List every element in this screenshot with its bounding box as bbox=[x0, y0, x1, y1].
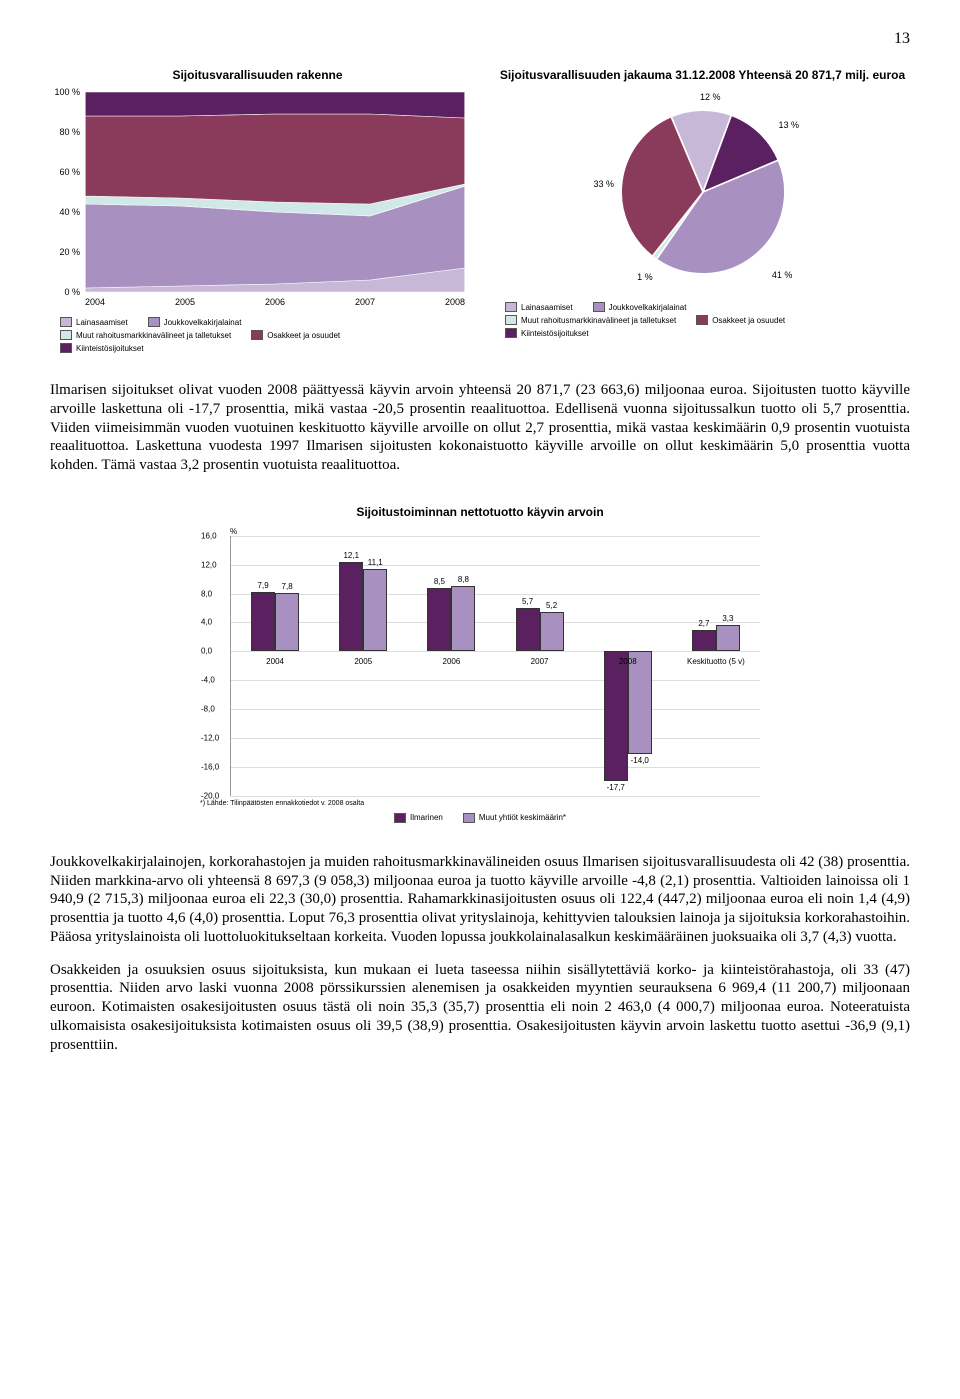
area-chart: Sijoitusvarallisuuden rakenne 100 % 80 % 6… bbox=[50, 68, 465, 356]
bar-value-label: -17,7 bbox=[607, 783, 625, 792]
bar: 2,7 bbox=[692, 630, 716, 652]
bar-value-label: 3,3 bbox=[722, 614, 733, 623]
bar-value-label: 7,9 bbox=[258, 581, 269, 590]
legend-item: Joukkovelkakirjalainat bbox=[148, 317, 242, 327]
legend-item: Kiinteistösijoitukset bbox=[505, 328, 589, 338]
bar: 12,1 bbox=[339, 562, 363, 651]
bar-y-label: -20,0 bbox=[201, 791, 219, 800]
bar: 7,8 bbox=[275, 593, 299, 651]
bar: 8,5 bbox=[427, 588, 451, 651]
legend-item: Osakkeet ja osuudet bbox=[696, 315, 785, 325]
bar-x-label: 2008 bbox=[593, 657, 663, 666]
y-axis-label: 40 % bbox=[59, 207, 80, 217]
bar-chart-note: *) Lähde: Tilinpäätösten ennakkotiedot v… bbox=[200, 800, 760, 807]
y-axis-label: 0 % bbox=[64, 287, 80, 297]
legend-item: Joukkovelkakirjalainat bbox=[593, 302, 687, 312]
y-axis-label: 100 % bbox=[54, 87, 80, 97]
bar-x-label: 2007 bbox=[505, 657, 575, 666]
pie-slice-label: 41 % bbox=[772, 270, 793, 280]
bar-x-label: 2006 bbox=[416, 657, 486, 666]
bar-y-label: -8,0 bbox=[201, 705, 215, 714]
x-axis-label: 2006 bbox=[265, 297, 285, 307]
paragraph-3: Osakkeiden ja osuuksien osuus sijoituksi… bbox=[50, 961, 910, 1055]
bar-value-label: 12,1 bbox=[343, 551, 359, 560]
bar-y-label: 0,0 bbox=[201, 647, 212, 656]
bar: -17,7 bbox=[604, 651, 628, 781]
paragraph-1: Ilmarisen sijoitukset olivat vuoden 2008… bbox=[50, 381, 910, 475]
bar-y-unit: % bbox=[230, 527, 760, 536]
bar-value-label: 11,1 bbox=[368, 558, 383, 567]
bar-x-label: 2005 bbox=[328, 657, 398, 666]
bar-value-label: 8,8 bbox=[458, 575, 469, 584]
bar-chart: Sijoitustoiminnan nettotuotto käyvin arv… bbox=[185, 495, 775, 833]
legend-item: Muut yhtiöt keskimäärin* bbox=[463, 813, 566, 823]
bar-value-label: 5,7 bbox=[522, 597, 533, 606]
bar: 11,1 bbox=[363, 569, 387, 651]
bar-y-label: -4,0 bbox=[201, 676, 215, 685]
pie-slice-label: 1 % bbox=[637, 272, 653, 282]
y-axis-label: 60 % bbox=[59, 167, 80, 177]
legend-item: Kiinteistösijoitukset bbox=[60, 343, 144, 353]
bar-y-label: -16,0 bbox=[201, 762, 219, 771]
legend-item: Lainasaamiset bbox=[60, 317, 128, 327]
pie-slice-label: 12 % bbox=[700, 92, 721, 102]
bar-value-label: 5,2 bbox=[546, 601, 557, 610]
x-axis-label: 2007 bbox=[355, 297, 375, 307]
legend-item: Lainasaamiset bbox=[505, 302, 573, 312]
x-axis-label: 2004 bbox=[85, 297, 105, 307]
bar-y-label: 8,0 bbox=[201, 589, 212, 598]
bar-chart-title: Sijoitustoiminnan nettotuotto käyvin arv… bbox=[200, 505, 760, 519]
bar-y-label: 4,0 bbox=[201, 618, 212, 627]
bar-y-label: -12,0 bbox=[201, 733, 219, 742]
bar: 5,7 bbox=[516, 608, 540, 651]
bar-y-label: 12,0 bbox=[201, 560, 217, 569]
bar-value-label: 7,8 bbox=[282, 582, 293, 591]
pie-chart: Sijoitusvarallisuuden jakauma 31.12.2008… bbox=[495, 68, 910, 356]
x-axis-label: 2008 bbox=[445, 297, 465, 307]
legend-item: Osakkeet ja osuudet bbox=[251, 330, 340, 340]
bar-value-label: -14,0 bbox=[631, 756, 649, 765]
x-axis-label: 2005 bbox=[175, 297, 195, 307]
paragraph-2: Joukkovelkakirjalainojen, korkorahastoje… bbox=[50, 853, 910, 947]
page-number: 13 bbox=[50, 30, 910, 48]
y-axis-label: 20 % bbox=[59, 247, 80, 257]
bar: -14,0 bbox=[628, 651, 652, 754]
bar: 5,2 bbox=[540, 612, 564, 652]
bar: 8,8 bbox=[451, 586, 475, 652]
pie-slice-label: 33 % bbox=[593, 179, 614, 189]
pie-chart-title: Sijoitusvarallisuuden jakauma 31.12.2008… bbox=[495, 68, 910, 82]
bar: 7,9 bbox=[251, 592, 275, 651]
area-chart-title: Sijoitusvarallisuuden rakenne bbox=[50, 68, 465, 82]
bar-x-label: 2004 bbox=[240, 657, 310, 666]
bar-x-label: Keskituotto (5 v) bbox=[681, 657, 751, 666]
bar-value-label: 2,7 bbox=[698, 619, 709, 628]
legend-item: Ilmarinen bbox=[394, 813, 443, 823]
pie-slice-label: 13 % bbox=[778, 120, 799, 130]
legend-item: Muut rahoitusmarkkinavälineet ja talletu… bbox=[60, 330, 231, 340]
bar-value-label: 8,5 bbox=[434, 577, 445, 586]
legend-item: Muut rahoitusmarkkinavälineet ja talletu… bbox=[505, 315, 676, 325]
bar: 3,3 bbox=[716, 625, 740, 651]
y-axis-label: 80 % bbox=[59, 127, 80, 137]
bar-y-label: 16,0 bbox=[201, 531, 217, 540]
